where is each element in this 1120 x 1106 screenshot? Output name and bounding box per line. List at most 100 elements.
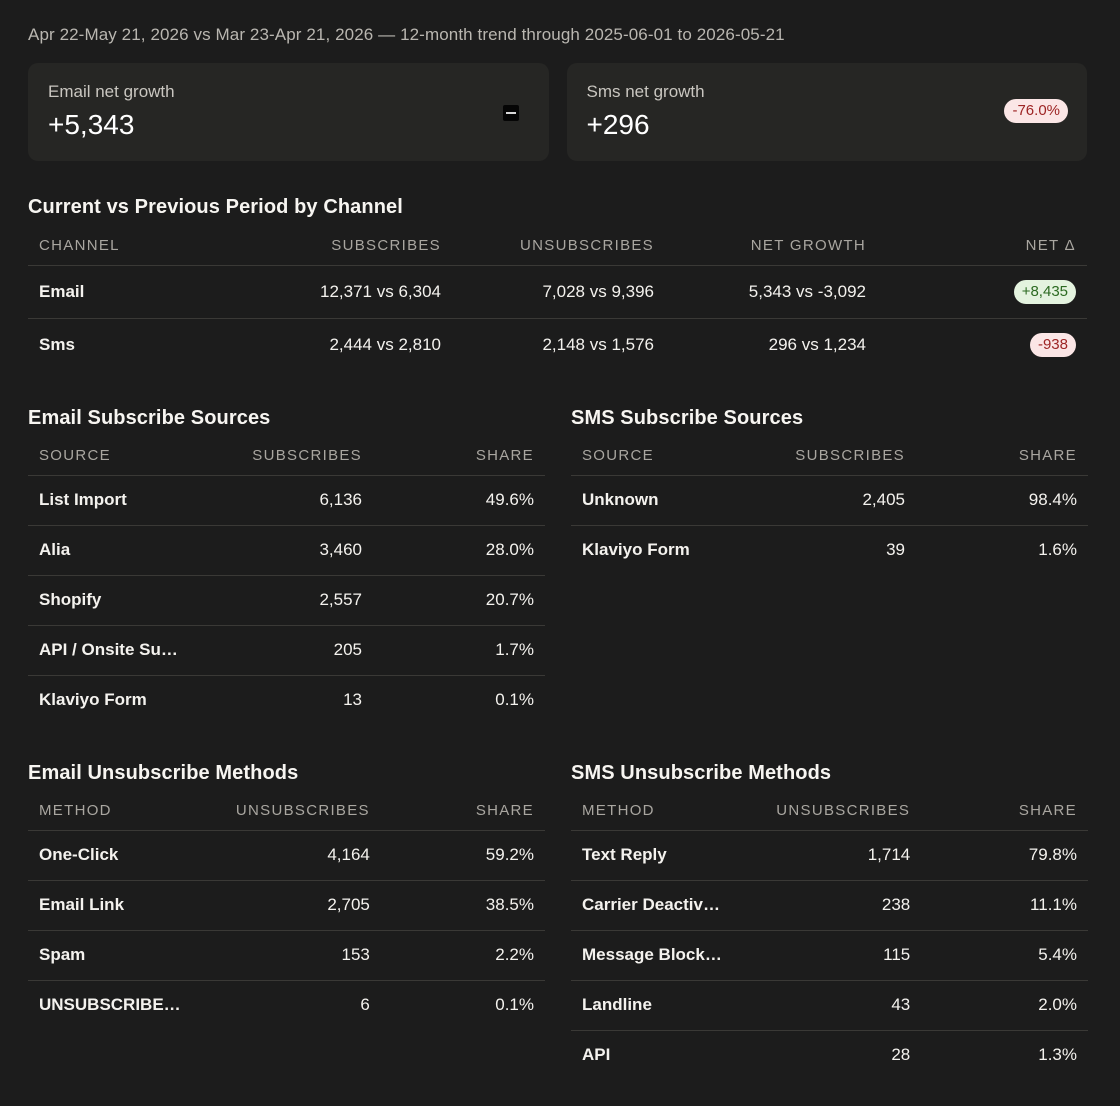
unsubscribes-cell: 2,148 vs 1,576 <box>542 334 654 354</box>
net-delta-cell: -938 <box>877 318 1087 371</box>
share-cell: 79.8% <box>921 830 1088 881</box>
unsubscribes-cell: 7,028 vs 9,396 <box>452 265 665 319</box>
count-cell: 28 <box>891 1045 911 1065</box>
table-header-row: CHANNEL SUBSCRIBES UNSUBSCRIBES NET GROW… <box>28 226 1087 266</box>
method-cell: API <box>582 1045 611 1065</box>
share-cell: 28.0% <box>373 525 545 576</box>
column-header: METHOD <box>571 791 766 831</box>
table-row: Email Link 2,705 38.5% <box>28 880 545 931</box>
sms-unsub-table: METHOD UNSUBSCRIBES SHARE Text Reply 1,71… <box>571 791 1088 1080</box>
count-cell: 13 <box>343 690 362 710</box>
column-header: CHANNEL <box>28 226 240 266</box>
count-cell: 2,405 <box>771 475 916 526</box>
count-cell: 2,705 <box>224 880 381 931</box>
source-cell: List Import <box>28 475 228 526</box>
card-label: Email net growth <box>48 82 175 101</box>
net-delta-cell: +8,435 <box>877 265 1087 319</box>
column-header: SOURCE <box>28 436 228 476</box>
column-header: NET Δ <box>877 226 1087 266</box>
count-cell: 2,557 <box>228 575 373 626</box>
column-header: SHARE <box>921 791 1088 831</box>
source-cell: Unknown <box>571 475 771 526</box>
email-sources-table: SOURCE SUBSCRIBES SHARE List Import 6,136… <box>28 436 545 725</box>
share-cell: 5.4% <box>921 930 1088 981</box>
share-cell: 59.2% <box>380 830 545 881</box>
column-header: SUBSCRIBES <box>240 226 452 266</box>
channel-cell: Sms <box>39 334 75 354</box>
card-value: +5,343 <box>48 109 135 140</box>
column-header: SUBSCRIBES <box>771 436 916 476</box>
table-row: Landline 43 2.0% <box>571 980 1088 1031</box>
email-sources-title: Email Subscribe Sources <box>28 407 271 429</box>
table-row: Shopify 2,557 20.7% <box>28 575 545 626</box>
column-header: UNSUBSCRIBES <box>765 791 922 831</box>
table-row: Klaviyo Form 39 1.6% <box>571 525 1088 575</box>
column-header: UNSUBSCRIBES <box>452 226 665 266</box>
count-cell: 205 <box>228 625 373 676</box>
table-row: Alia 3,460 28.0% <box>28 525 545 576</box>
card-label: Sms net growth <box>586 82 705 101</box>
sms-sources-table: SOURCE SUBSCRIBES SHARE Unknown 2,405 98.4… <box>571 436 1088 575</box>
source-cell: Klaviyo Form <box>582 540 690 560</box>
count-cell: 3,460 <box>228 525 373 576</box>
table-row: Email 12,371 vs 6,304 7,028 vs 9,396 5,3… <box>28 265 1087 319</box>
column-header: UNSUBSCRIBES <box>224 791 381 831</box>
count-cell: 238 <box>765 880 922 931</box>
card-value: +296 <box>586 109 650 140</box>
table-row: Message Block… 115 5.4% <box>571 930 1088 981</box>
share-cell: 38.5% <box>380 880 545 931</box>
subscribes-cell: 2,444 vs 2,810 <box>329 334 441 354</box>
count-cell: 1,714 <box>765 830 922 881</box>
share-cell: 11.1% <box>921 880 1088 931</box>
table-row: Text Reply 1,714 79.8% <box>571 830 1088 881</box>
table-row: Sms 2,444 vs 2,810 2,148 vs 1,576 296 vs… <box>28 318 1087 371</box>
column-header: SUBSCRIBES <box>228 436 373 476</box>
share-cell: 2.2% <box>380 930 545 981</box>
email-unsub-title: Email Unsubscribe Methods <box>28 762 299 784</box>
share-cell: 49.6% <box>373 475 545 526</box>
column-header: SHARE <box>916 436 1088 476</box>
method-cell: Spam <box>28 930 225 981</box>
table-row: UNSUBSCRIBE… 6 0.1% <box>28 980 545 1030</box>
count-cell: 153 <box>224 930 381 981</box>
source-cell: Klaviyo Form <box>39 690 147 710</box>
table-row: Unknown 2,405 98.4% <box>571 475 1088 526</box>
table-row: API 28 1.3% <box>571 1030 1088 1080</box>
table-header-row: SOURCE SUBSCRIBES SHARE <box>571 436 1088 476</box>
column-header: SHARE <box>380 791 545 831</box>
net-growth-cell: 5,343 vs -3,092 <box>665 265 877 319</box>
share-cell: 1.6% <box>1038 540 1077 560</box>
channel-table: CHANNEL SUBSCRIBES UNSUBSCRIBES NET GROW… <box>28 226 1087 371</box>
period-subtitle: Apr 22-May 21, 2026 vs Mar 23-Apr 21, 20… <box>28 25 785 44</box>
source-cell: API / Onsite Su… <box>28 625 228 676</box>
share-cell: 1.3% <box>1038 1045 1077 1065</box>
subscribes-cell: 12,371 vs 6,304 <box>240 265 452 319</box>
table-row: Klaviyo Form 13 0.1% <box>28 675 545 725</box>
share-cell: 0.1% <box>495 995 534 1015</box>
share-cell: 1.7% <box>373 625 545 676</box>
table-header-row: METHOD UNSUBSCRIBES SHARE <box>28 791 545 831</box>
delta-badge: -938 <box>1029 332 1076 357</box>
source-cell: Alia <box>28 525 228 576</box>
count-cell: 6 <box>360 995 370 1015</box>
share-cell: 20.7% <box>373 575 545 626</box>
column-header: SHARE <box>373 436 545 476</box>
net-growth-cell: 296 vs 1,234 <box>768 334 866 354</box>
table-header-row: METHOD UNSUBSCRIBES SHARE <box>571 791 1088 831</box>
table-row: Spam 153 2.2% <box>28 930 545 981</box>
sms-net-growth-card: Sms net growth +296 -76.0% <box>566 63 1087 161</box>
count-cell: 39 <box>886 540 905 560</box>
email-net-growth-card: Email net growth +5,343 <box>28 63 549 161</box>
count-cell: 4,164 <box>224 830 381 881</box>
share-cell: 98.4% <box>916 475 1088 526</box>
table-row: One-Click 4,164 59.2% <box>28 830 545 881</box>
neutral-change-icon <box>502 105 519 121</box>
column-header: SOURCE <box>571 436 771 476</box>
delta-badge: +8,435 <box>1013 279 1076 304</box>
count-cell: 6,136 <box>228 475 373 526</box>
column-header: METHOD <box>28 791 225 831</box>
method-cell: Landline <box>571 980 766 1031</box>
method-cell: Text Reply <box>571 830 766 881</box>
channel-section-title: Current vs Previous Period by Channel <box>28 196 403 218</box>
